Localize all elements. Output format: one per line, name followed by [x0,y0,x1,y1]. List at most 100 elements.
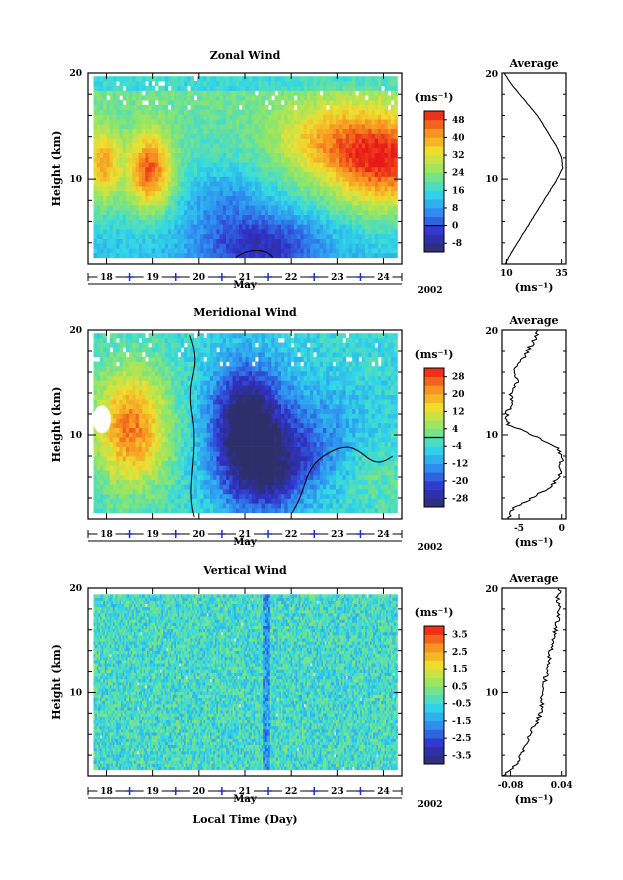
average-unit: (ms⁻¹) [515,281,554,294]
colorbar-band [424,498,444,507]
colorbar-unit: (ms⁻¹) [415,348,454,361]
colorbar-band [424,738,444,747]
colorbar-unit: (ms⁻¹) [415,91,454,104]
colorbar-band [424,464,444,473]
colorbar-band [424,661,444,670]
colorbar-band [424,712,444,721]
colorbar-tick-label: 48 [452,116,465,126]
panel-title: Meridional Wind [193,306,297,319]
x-tick-label: 23 [331,273,344,283]
average-line [504,73,563,264]
average-title: Average [508,572,558,585]
x-tick-label: 19 [146,787,159,797]
colorbar-tick-label: 32 [452,151,465,161]
colorbar-band [424,420,444,429]
average-y-label: 20 [485,70,498,80]
colorbar-band [424,129,444,138]
colorbar-band [424,164,444,173]
average-y-label: 20 [485,585,498,595]
y-tick-label: 10 [69,688,82,698]
average-unit: (ms⁻¹) [515,536,554,549]
colorbar-tick-label: 28 [452,373,465,383]
month-label: May [233,280,258,291]
y-tick-label: 20 [69,69,82,79]
x-tick-label: 23 [331,787,344,797]
average-y-label: 10 [485,431,498,441]
y-tick-label: 10 [69,431,82,441]
colorbar-band [424,377,444,386]
average-y-label: 10 [485,688,498,698]
x-tick-label: 18 [100,273,113,283]
colorbar-band [424,678,444,687]
x-tick-label: 19 [146,273,159,283]
colorbar-band [424,669,444,678]
colorbar-band [424,120,444,129]
x-tick-label: 22 [285,787,298,797]
panel-title: Vertical Wind [202,564,287,577]
colorbar-tick-label: 0 [452,222,458,232]
colorbar-band [424,190,444,199]
colorbar-tick-label: 8 [452,204,458,214]
colorbar-band [424,721,444,730]
average-frame [502,330,566,519]
colorbar-band [424,173,444,182]
y-axis-label: Height (km) [50,131,63,207]
colorbar-band [424,626,444,635]
colorbar-tick-label: -8 [452,239,462,249]
x-tick-label: 22 [285,530,298,540]
colorbar-band [424,411,444,420]
colorbar-unit: (ms⁻¹) [415,606,454,619]
x-tick-label: 23 [331,530,344,540]
colorbar-tick-label: 24 [452,169,465,179]
x-tick-label: 20 [193,530,206,540]
panel-title: Zonal Wind [210,49,281,62]
colorbar-tick-label: 2.5 [452,648,468,658]
average-frame [502,73,566,264]
colorbar-band [424,243,444,252]
colorbar-tick-label: 3.5 [452,631,468,641]
colorbar-band [424,481,444,490]
colorbar-tick-label: -2.5 [452,734,471,744]
average-unit: (ms⁻¹) [515,793,554,806]
y-axis-label: Height (km) [50,644,63,720]
colorbar-band [424,755,444,764]
colorbar-tick-label: 40 [452,133,465,143]
y-tick-label: 10 [69,175,82,185]
y-tick-label: 20 [69,584,82,594]
colorbar-tick-label: 0.5 [452,682,468,692]
colorbar-band [424,226,444,235]
month-label: May [233,537,258,548]
colorbar-band [424,394,444,403]
colorbar-band [424,403,444,412]
heatmap [93,333,398,517]
x-axis-label: Local Time (Day) [192,813,297,826]
colorbar-tick-label: 4 [452,425,458,435]
colorbar-band [424,695,444,704]
x-tick-label: 24 [377,787,390,797]
average-x-tick-label: 0.04 [551,781,573,791]
colorbar-band [424,438,444,447]
colorbar-tick-label: -3.5 [452,751,471,761]
colorbar-band [424,652,444,661]
colorbar-band [424,704,444,713]
x-tick-label: 20 [193,787,206,797]
colorbar-band [424,155,444,164]
colorbar-band [424,429,444,438]
average-line [505,330,563,519]
colorbar-band [424,199,444,208]
y-axis-label: Height (km) [50,387,63,463]
colorbar-band [424,368,444,377]
average-x-tick-label: 35 [555,269,568,279]
x-tick-label: 19 [146,530,159,540]
colorbar-band [424,635,444,644]
colorbar-band [424,234,444,243]
average-title: Average [508,57,558,70]
y-tick-label: 20 [69,326,82,336]
colorbar-tick-label: -12 [452,460,468,470]
